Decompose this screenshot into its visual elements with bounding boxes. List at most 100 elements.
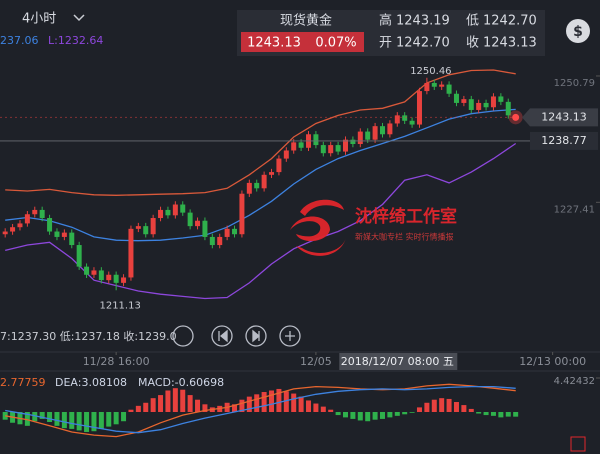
dropdown-chevron[interactable]: [73, 14, 85, 22]
indicator-line: [5, 142, 517, 300]
macd-bar: [135, 405, 141, 412]
prev-icon[interactable]: [218, 329, 228, 343]
price: 1243.13: [247, 36, 301, 51]
period-selector[interactable]: 4小时: [22, 12, 56, 27]
candle-body: [357, 131, 363, 144]
macd-bar: [320, 406, 326, 412]
macd-bar: [254, 394, 260, 412]
candle-body: [98, 270, 104, 281]
macd-bar: [461, 405, 467, 412]
macd-bar: [158, 395, 164, 412]
candle-body: [431, 82, 437, 87]
macd-bar: [342, 412, 348, 418]
y-tick-label: 1227.41: [554, 204, 595, 215]
prev-button[interactable]: [211, 325, 233, 347]
macd-bar: [453, 402, 459, 412]
candle-body: [505, 101, 511, 116]
candle-body: [187, 212, 193, 227]
next-icon[interactable]: [252, 329, 261, 343]
candle-body: [453, 93, 459, 103]
logo-arc: [300, 199, 344, 216]
macd-bar: [39, 412, 45, 419]
macd-bar: [431, 399, 437, 412]
candle-body: [135, 226, 141, 229]
macd-bar: [379, 412, 385, 419]
macd-bar: [121, 412, 127, 422]
crosshair-box: [339, 353, 458, 370]
macd-bar: [32, 412, 38, 422]
high-label: 高: [379, 13, 392, 29]
x-tick-label: 11/28 16:00: [83, 355, 150, 368]
candle-body: [424, 82, 430, 92]
price-tag: [530, 131, 598, 150]
macd-bar: [283, 391, 289, 412]
currency-icon[interactable]: $: [573, 24, 583, 40]
macd-bar: [335, 412, 341, 416]
macd-bar: [150, 398, 156, 412]
candle-body: [269, 172, 275, 175]
macd-bar: [483, 412, 489, 416]
macd-bar: [306, 400, 312, 412]
close-label: 收: [466, 36, 479, 51]
macd-bar: [61, 412, 67, 429]
macd-bar: [357, 412, 363, 421]
macd-bar: [165, 390, 171, 412]
extreme-label: 1250.46: [410, 66, 451, 77]
candle-body: [195, 220, 201, 227]
macd-bar: [180, 389, 186, 412]
zoom-in-button[interactable]: [279, 325, 301, 347]
macd-bar: [98, 412, 104, 429]
candle-body: [158, 209, 164, 219]
macd-bar: [172, 388, 178, 412]
candle-body: [261, 174, 267, 189]
candle-body: [394, 115, 400, 124]
candle-body: [84, 266, 90, 275]
macd-bar: [372, 412, 378, 420]
macd-bar: [291, 393, 297, 412]
candle-body: [224, 228, 230, 237]
indicator-line: [5, 108, 516, 242]
macd-bar: [76, 412, 82, 431]
candle-body: [446, 84, 452, 94]
macd-bar: [269, 390, 275, 412]
replay-button[interactable]: [172, 325, 194, 347]
candle-body: [217, 236, 223, 246]
corner-icon[interactable]: [570, 436, 586, 452]
candle-body: [209, 236, 215, 246]
candle-body: [232, 228, 238, 235]
macd-bar: [202, 404, 208, 412]
price-badge: [241, 32, 364, 52]
candle-body: [365, 131, 371, 140]
x-tick-label: 12/05: [300, 355, 332, 368]
indicator-line: [5, 385, 516, 434]
extreme-label: 1211.13: [99, 300, 140, 311]
price-tag: [522, 108, 598, 127]
low-value: 1242.70: [483, 14, 537, 29]
candle-body: [2, 231, 8, 235]
candle-body: [350, 139, 356, 144]
logo-arc: [296, 238, 346, 256]
plus-icon[interactable]: [285, 331, 295, 341]
macd-bar: [2, 412, 8, 420]
close-value: 1243.13: [483, 36, 537, 51]
candle-body: [483, 102, 489, 108]
macd-bar: [409, 412, 415, 413]
macd-bar: [128, 409, 134, 412]
next-button[interactable]: [245, 325, 267, 347]
watermark-title: 沈梓绮工作室: [355, 206, 457, 227]
candle-body: [283, 150, 289, 159]
currency-button[interactable]: [566, 19, 590, 43]
candle-body: [91, 270, 97, 275]
last-price-dot: [512, 113, 520, 121]
macd-bar: [84, 412, 90, 432]
macd-bar: [246, 396, 252, 412]
macd-bar: [490, 412, 496, 416]
candle-body: [10, 227, 16, 232]
candle-body: [39, 209, 45, 219]
candle-body: [498, 96, 504, 102]
macd-bar: [54, 412, 60, 426]
candle-body: [24, 214, 30, 224]
macd-bar: [239, 399, 245, 412]
macd-bar: [232, 404, 238, 412]
